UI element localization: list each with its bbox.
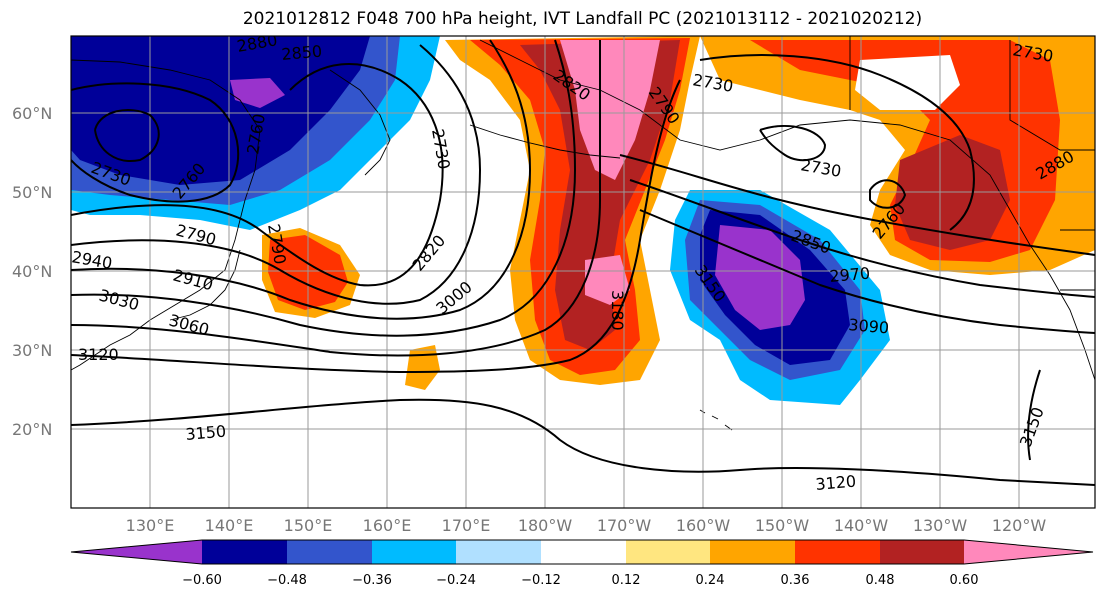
colorbar-tick-label: −0.48 [267, 573, 307, 588]
lon-label: 120°W [992, 516, 1047, 535]
contour-label: 3180 [608, 290, 627, 331]
colorbar-outline [70, 539, 1094, 565]
contour-line [619, 154, 1095, 256]
lat-label: 50°N [12, 183, 52, 202]
contour-label: 2970 [829, 264, 871, 286]
lat-label: 20°N [12, 420, 52, 439]
colorbar-segment [710, 540, 795, 564]
colorbar-segment [795, 540, 880, 564]
contour-line [629, 179, 1095, 298]
contour-label: 3090 [848, 315, 890, 337]
map-frame [70, 35, 1096, 509]
colorbar-tick-label: 0.60 [950, 573, 979, 588]
colorbar-segment [372, 540, 456, 564]
contour-line [71, 82, 240, 203]
contour-line [94, 109, 160, 162]
colorbar-tick-label: −0.12 [521, 573, 561, 588]
lon-label: 150°W [755, 516, 810, 535]
lon-label: 150°E [284, 516, 333, 535]
lon-label: 170°E [442, 516, 491, 535]
contour-label: 3120 [815, 472, 857, 494]
lon-label: 140°E [205, 516, 254, 535]
colorbar-tick-label: −0.36 [352, 573, 392, 588]
negative-region-northwest-core [71, 36, 370, 185]
colorbar-segment-min-arrow [71, 540, 202, 564]
colorbar-tick-label: −0.24 [436, 573, 476, 588]
contour-line [639, 209, 1095, 334]
japan-coast [169, 249, 241, 321]
colorbar-tick-label: 0.48 [866, 573, 895, 588]
colorbar-segment [287, 540, 372, 564]
positive-region-central-pink2 [585, 255, 630, 305]
contour-line [71, 39, 532, 320]
longitude-labels: 130°E 140°E 150°E 160°E 170°E 180°W 170°… [126, 516, 1047, 535]
contour-line [699, 54, 975, 231]
colorbar: −0.60 −0.48 −0.36 −0.24 −0.12 0.12 0.24 … [70, 539, 1094, 588]
contour-label: 3150 [185, 422, 227, 444]
contour-line [71, 398, 1095, 486]
colorbar-segment [880, 540, 964, 564]
lon-label: 140°W [834, 516, 889, 535]
lon-label: 160°W [676, 516, 731, 535]
colorbar-tick-label: 0.24 [696, 573, 725, 588]
asia-coast [71, 59, 261, 371]
kamchatka-coast [329, 69, 391, 176]
contour-line [869, 179, 907, 209]
latitude-labels: 60°N 50°N 40°N 30°N 20°N [12, 104, 52, 439]
lat-label: 60°N [12, 104, 52, 123]
contour-line [71, 79, 681, 374]
negative-region-northwest-purple [230, 78, 285, 108]
colorbar-segment-max-arrow [964, 540, 1093, 564]
gridlines [71, 36, 1095, 508]
contour-line [71, 39, 577, 337]
figure-title: 2021012812 F048 700 hPa height, IVT Land… [242, 9, 923, 29]
colorbar-segment [626, 540, 710, 564]
lon-label: 160°E [363, 516, 412, 535]
north-america-interior [849, 36, 1095, 291]
contour-line [71, 44, 482, 305]
lon-label: 170°W [597, 516, 652, 535]
contour-line [71, 63, 444, 287]
lon-label: 180°W [518, 516, 573, 535]
colorbar-tick-label: −0.60 [182, 573, 222, 588]
colorbar-segment [541, 540, 626, 564]
lat-label: 40°N [12, 262, 52, 281]
lon-label: 130°E [126, 516, 175, 535]
lat-label: 30°N [12, 341, 52, 360]
colorbar-tick-label: 0.36 [781, 573, 810, 588]
height-contours [71, 39, 1095, 486]
colorbar-segment [202, 540, 287, 564]
ivt-shading [71, 36, 1095, 405]
contour-line [759, 125, 827, 162]
contour-label: 3120 [78, 345, 119, 364]
positive-region-east-white-hole [855, 55, 960, 110]
contour-label: 2850 [281, 42, 323, 64]
contour-line [71, 40, 602, 357]
contour-line [1027, 369, 1041, 461]
positive-region-central-pink [560, 40, 660, 180]
lon-label: 130°W [913, 516, 968, 535]
colorbar-tick-label: 0.12 [612, 573, 641, 588]
colorbar-segment [456, 540, 541, 564]
